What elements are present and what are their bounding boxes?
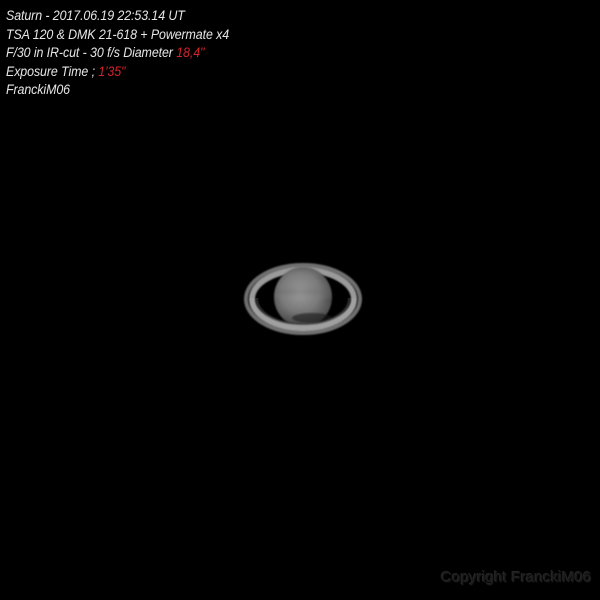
ring-front (244, 298, 362, 335)
caption-diameter-value: 18,4'' (176, 45, 205, 60)
ring-shadow (292, 313, 332, 323)
caption-line-settings: F/30 in IR-cut - 30 f/s Diameter 18,4'' (6, 44, 229, 63)
saturn-graphic (244, 263, 362, 335)
saturn-globe (274, 267, 332, 327)
saturn-image (230, 250, 380, 350)
caption-line-equipment: TSA 120 & DMK 21-618 + Powermate x4 (6, 26, 230, 42)
caption-line-exposure: Exposure Time ; 1'35'' (6, 63, 229, 82)
caption-exposure-label: Exposure Time ; (6, 63, 99, 79)
caption-line-author: FranckiM06 (6, 82, 70, 97)
image-caption: Saturn - 2017.06.19 22:53.14 UT TSA 120 … (6, 7, 229, 100)
caption-line-object-date: Saturn - 2017.06.19 22:53.14 UT (6, 8, 185, 23)
caption-exposure-value: 1'35'' (98, 63, 126, 79)
caption-settings-text: F/30 in IR-cut - 30 f/s Diameter (6, 45, 177, 60)
copyright-watermark: Copyright FranckiM06 (441, 569, 592, 586)
